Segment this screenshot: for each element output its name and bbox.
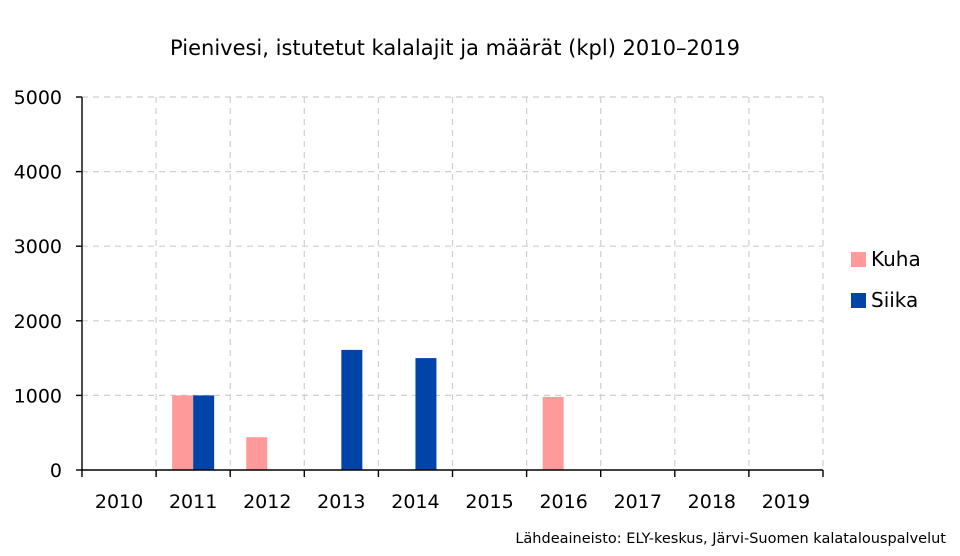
x-tick-label: 2019	[762, 491, 810, 513]
y-tick-label: 1000	[14, 385, 62, 407]
chart-title: Pienivesi, istutetut kalalajit ja määrät…	[170, 36, 740, 60]
x-tick-label: 2014	[391, 491, 439, 513]
y-tick-labels: 0 1000 2000 3000 4000 5000	[14, 87, 62, 482]
bar-kuha-2012	[246, 437, 268, 470]
y-tick-label: 5000	[14, 87, 62, 109]
x-tick-label: 2017	[614, 491, 662, 513]
x-tick-label: 2012	[243, 491, 291, 513]
bar-siika-2014	[415, 358, 437, 470]
y-tick-label: 0	[50, 460, 62, 482]
gridlines	[82, 96, 824, 470]
x-tick-label: 2015	[465, 491, 513, 513]
x-tick-labels: 2010 2011 2012 2013 2014 2015 2016 2017 2018 2019	[95, 491, 810, 513]
legend-swatch-siika	[851, 293, 866, 308]
legend-label-kuha: Kuha	[871, 247, 921, 271]
x-tick-label: 2013	[317, 491, 365, 513]
x-tick-label: 2016	[539, 491, 587, 513]
bars	[172, 349, 564, 470]
x-tick-label: 2011	[169, 491, 217, 513]
bar-siika-2011	[193, 395, 215, 470]
legend: Kuha Siika	[851, 247, 921, 312]
y-tick-label: 2000	[14, 311, 62, 333]
y-tick-label: 4000	[14, 162, 62, 184]
bar-kuha-2016	[542, 396, 564, 470]
x-tick-label: 2018	[688, 491, 736, 513]
y-tick-label: 3000	[14, 236, 62, 258]
legend-swatch-kuha	[851, 252, 866, 267]
x-tick-label: 2010	[95, 491, 143, 513]
legend-label-siika: Siika	[871, 288, 918, 312]
axes	[76, 96, 824, 477]
source-note: Lähdeaineisto: ELY-keskus, Järvi-Suomen …	[515, 531, 946, 547]
bar-kuha-2011	[172, 395, 194, 470]
bar-siika-2013	[341, 349, 363, 470]
